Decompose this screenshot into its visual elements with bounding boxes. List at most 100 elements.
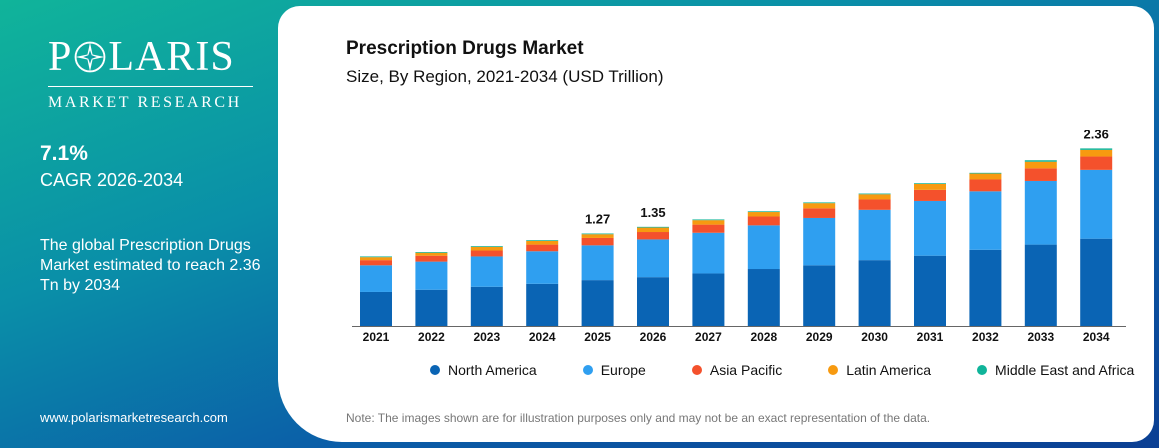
bar-2032-latin-america <box>969 173 1002 180</box>
bar-2030-europe <box>858 209 891 261</box>
bar-2029-middle-east-africa <box>803 202 836 204</box>
chart-title: Prescription Drugs Market <box>346 38 584 59</box>
legend-label: Middle East and Africa <box>995 362 1135 378</box>
bar-2025-europe <box>581 245 614 281</box>
x-tick-label: 2024 <box>529 330 556 344</box>
legend-swatch <box>977 365 988 375</box>
bar-2021-europe <box>360 265 392 292</box>
x-tick-label: 2033 <box>1027 330 1054 344</box>
bar-2027-europe <box>692 232 725 274</box>
bar-2031-latin-america <box>914 183 946 190</box>
data-label-2034: 2.36 <box>1084 130 1109 141</box>
logo-divider <box>48 86 253 87</box>
bar-2031-north-america <box>914 255 946 326</box>
legend-item-latin-america: Latin America <box>828 362 931 378</box>
bar-2030-middle-east-africa <box>858 193 891 195</box>
bar-2026-middle-east-africa <box>637 226 669 228</box>
bar-2028-north-america <box>747 269 780 326</box>
cagr-value: 7.1% <box>40 142 88 165</box>
bar-2027-middle-east-africa <box>692 219 725 221</box>
bar-2032-asia-pacific <box>969 179 1002 192</box>
x-tick-label: 2021 <box>363 330 390 344</box>
bar-2021-middle-east-africa <box>360 256 392 258</box>
bar-2022-europe <box>415 261 448 290</box>
logo-tagline: MARKET RESEARCH <box>48 94 242 111</box>
bar-2029-europe <box>803 217 836 266</box>
bar-2030-latin-america <box>858 194 891 200</box>
bar-2027-latin-america <box>692 220 725 225</box>
chart-subtitle: Size, By Region, 2021-2034 (USD Trillion… <box>346 67 664 86</box>
bar-2029-asia-pacific <box>803 208 836 218</box>
bar-2033-europe <box>1024 180 1057 245</box>
bar-2033-middle-east-africa <box>1024 160 1057 162</box>
bar-2032-europe <box>969 191 1002 250</box>
bar-2022-north-america <box>415 289 448 326</box>
cagr-label: CAGR 2026-2034 <box>40 170 184 190</box>
x-tick-label: 2034 <box>1083 330 1110 344</box>
bar-2024-asia-pacific <box>526 244 559 252</box>
data-label-2026: 1.35 <box>640 205 665 220</box>
bar-2031-middle-east-africa <box>914 183 946 184</box>
bar-2025-asia-pacific <box>581 237 614 246</box>
bar-2026-asia-pacific <box>637 232 669 240</box>
bar-2028-latin-america <box>747 212 780 217</box>
x-tick-label: 2032 <box>972 330 999 344</box>
legend-swatch <box>828 365 839 375</box>
bar-2021-asia-pacific <box>360 260 392 266</box>
logo-wordmark: P LARIS <box>48 34 235 80</box>
bar-2026-latin-america <box>637 227 669 233</box>
bar-2022-middle-east-africa <box>415 252 448 253</box>
bar-2023-north-america <box>470 286 503 326</box>
bar-2030-north-america <box>858 260 891 326</box>
bar-2026-north-america <box>637 277 669 326</box>
chart-legend: North America Europe Asia Pacific Latin Ame… <box>430 362 1134 378</box>
bar-2033-north-america <box>1024 244 1057 326</box>
bar-2022-asia-pacific <box>415 255 448 262</box>
legend-item-north-america: North America <box>430 362 537 378</box>
bar-2027-north-america <box>692 273 725 326</box>
bar-2021-latin-america <box>360 257 392 261</box>
x-tick-label: 2022 <box>418 330 445 344</box>
bar-2021-north-america <box>360 291 392 326</box>
bar-2025-north-america <box>581 280 614 326</box>
legend-swatch <box>582 365 593 375</box>
bar-2028-europe <box>747 225 780 270</box>
bar-2023-middle-east-africa <box>470 246 503 247</box>
bar-2034-europe <box>1080 169 1113 239</box>
bar-2031-asia-pacific <box>914 189 946 201</box>
x-tick-label: 2031 <box>917 330 944 344</box>
bar-2028-asia-pacific <box>747 216 780 226</box>
bar-2034-north-america <box>1080 238 1113 326</box>
bar-2033-latin-america <box>1024 161 1057 169</box>
disclaimer-note: Note: The images shown are for illustrat… <box>346 411 931 425</box>
x-tick-label: 2028 <box>750 330 777 344</box>
legend-item-europe: Europe <box>582 362 646 378</box>
bar-2022-latin-america <box>415 252 448 256</box>
bar-2029-north-america <box>803 265 836 326</box>
legend-label: Europe <box>600 362 646 378</box>
left-panel: P LARIS MARKET RESEARCH 7.1% CAGR 2026-2… <box>0 0 278 448</box>
polaris-logo[interactable]: P LARIS MARKET RESEARCH <box>48 36 258 112</box>
bar-2034-asia-pacific <box>1080 156 1113 170</box>
legend-swatch <box>430 365 440 375</box>
bar-2024-north-america <box>526 283 559 326</box>
x-tick-label: 2029 <box>806 330 833 344</box>
bar-2023-latin-america <box>470 246 503 251</box>
market-summary: The global Prescription Drugs Market est… <box>40 237 261 294</box>
data-label-2025: 1.27 <box>585 212 610 227</box>
bar-2023-europe <box>470 256 503 287</box>
bar-2024-europe <box>526 251 559 284</box>
x-tick-label: 2025 <box>584 330 611 344</box>
legend-swatch <box>691 365 702 375</box>
x-tick-label: 2030 <box>861 330 888 344</box>
bar-2034-middle-east-africa <box>1080 148 1113 150</box>
x-tick-label: 2026 <box>640 330 667 344</box>
compass-star-icon <box>74 41 106 73</box>
website-link[interactable]: www.polarismarketresearch.com <box>40 410 228 425</box>
bar-2031-europe <box>914 200 946 256</box>
legend-item-asia-pacific: Asia Pacific <box>691 362 782 378</box>
bar-2025-latin-america <box>581 234 614 238</box>
bar-2030-asia-pacific <box>858 199 891 210</box>
legend-item-middle-east-africa: Middle East and Africa <box>977 362 1134 378</box>
bar-2029-latin-america <box>803 203 836 209</box>
